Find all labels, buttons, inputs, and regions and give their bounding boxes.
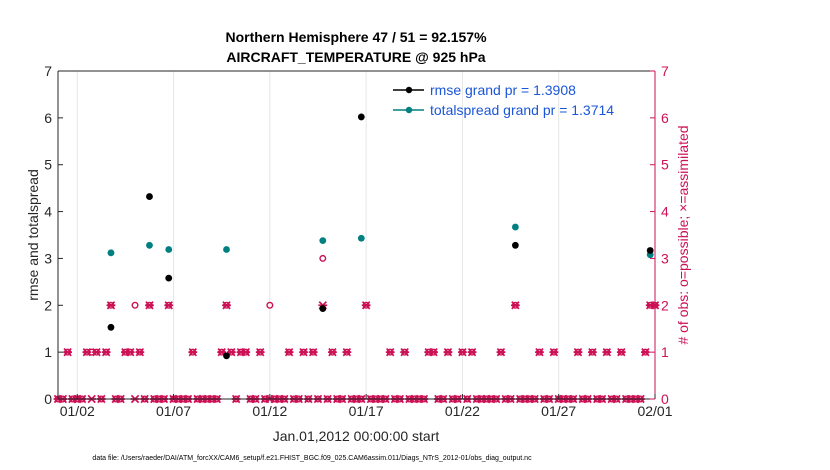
totalspread-point bbox=[223, 246, 230, 253]
totalspread-point bbox=[107, 249, 115, 257]
obs-assimilated-marker bbox=[101, 347, 111, 357]
y-tick-label-right: 4 bbox=[661, 204, 669, 220]
obs-assimilated-marker bbox=[385, 347, 395, 357]
obs-assimilated-marker bbox=[640, 347, 650, 357]
chart-title-line-1: Northern Hemisphere 47 / 51 = 92.157% bbox=[225, 29, 487, 45]
obs-assimilated-marker bbox=[135, 347, 145, 357]
x-tick-label: 01/27 bbox=[541, 403, 576, 419]
x-tick-label: 01/22 bbox=[445, 403, 480, 419]
y-tick-label-left: 3 bbox=[44, 250, 52, 266]
y-tick-label-right: 1 bbox=[661, 344, 669, 360]
obs-assimilated-marker bbox=[125, 347, 135, 357]
obs-assimilated-marker bbox=[342, 347, 352, 357]
obs-assimilated-marker bbox=[328, 347, 337, 357]
data-file-footer: data file: /Users/raeder/DAI/ATM_forcXX/… bbox=[92, 455, 532, 462]
axis-ticks: 01/02 01/07 01/12 01/17 01/22 01/27 02/010 01 12… bbox=[44, 63, 673, 419]
obs-assimilated-marker bbox=[222, 301, 231, 310]
legend-spread-marker bbox=[405, 106, 413, 114]
obs-assimilated-marker bbox=[400, 347, 410, 357]
obs-assimilated-marker bbox=[361, 301, 371, 310]
y-axis-label-left: rmse and totalspread bbox=[25, 169, 41, 301]
y-tick-label-left: 0 bbox=[44, 391, 52, 407]
obs-assimilated-marker bbox=[616, 347, 626, 357]
obs-possible-marker bbox=[319, 254, 327, 262]
rmse-point bbox=[319, 305, 327, 312]
obs-assimilated-marker bbox=[82, 347, 92, 357]
obs-assimilated-marker bbox=[573, 347, 583, 357]
totalspread-point bbox=[511, 223, 519, 231]
legend: rmse grand pr = 1.3908 totalspread grand… bbox=[393, 82, 614, 118]
obs-assimilated-marker bbox=[63, 347, 73, 357]
obs-assimilated-marker bbox=[588, 347, 597, 357]
rmse-point bbox=[107, 323, 115, 331]
y-tick-label-right: 0 bbox=[661, 391, 669, 407]
obs-assimilated-marker bbox=[145, 301, 154, 310]
obs-assimilated-marker bbox=[308, 347, 318, 357]
obs-assimilated-marker bbox=[602, 347, 612, 357]
obs-assimilated-marker bbox=[299, 347, 308, 357]
y-tick-label-left: 5 bbox=[44, 157, 52, 173]
totalspread-point bbox=[319, 237, 327, 245]
legend-rmse-marker bbox=[405, 86, 413, 94]
obs-possible-marker bbox=[266, 301, 274, 309]
obs-assimilated-marker bbox=[164, 301, 174, 310]
totalspread-point bbox=[357, 234, 365, 242]
y-tick-label-left: 7 bbox=[44, 63, 52, 79]
chart-title-line-2: AIRCRAFT_TEMPERATURE @ 925 hPa bbox=[226, 49, 485, 65]
obs-assimilated-marker bbox=[284, 347, 294, 357]
y-tick-label-left: 2 bbox=[44, 297, 52, 313]
x-tick-label: 02/01 bbox=[637, 403, 672, 419]
x-tick-label: 01/17 bbox=[349, 403, 384, 419]
obs-assimilated-marker bbox=[510, 301, 520, 310]
rmse-point bbox=[223, 352, 230, 360]
obs-assimilated-marker bbox=[496, 347, 506, 357]
rmse-point bbox=[646, 247, 654, 254]
obs-assimilated-marker bbox=[188, 347, 198, 357]
x-tick-label: 01/12 bbox=[252, 403, 287, 419]
obs-assimilated-marker bbox=[443, 347, 453, 357]
obs-assimilated-marker bbox=[241, 347, 251, 357]
y-tick-label-right: 2 bbox=[661, 297, 669, 313]
y-tick-label-right: 3 bbox=[661, 250, 669, 266]
x-tick-label: 01/02 bbox=[60, 403, 95, 419]
obs-assimilated-marker bbox=[467, 347, 477, 357]
rmse-point bbox=[165, 274, 173, 282]
totalspread-point bbox=[165, 246, 173, 253]
obs-possible-marker bbox=[131, 301, 139, 309]
y-tick-label-right: 7 bbox=[661, 63, 669, 79]
rmse-point bbox=[357, 113, 365, 121]
y-tick-label-left: 6 bbox=[44, 110, 52, 126]
obs-assimilated-marker bbox=[458, 347, 467, 357]
plot-area bbox=[58, 71, 655, 399]
legend-rmse-label: rmse grand pr = 1.3908 bbox=[430, 82, 576, 98]
obs-assimilated-marker bbox=[535, 347, 544, 357]
y-tick-label-left: 4 bbox=[44, 204, 52, 220]
obs-assimilated-marker bbox=[92, 347, 101, 357]
y-tick-label-right: 6 bbox=[661, 110, 669, 126]
rmse-point bbox=[511, 241, 519, 249]
obs-assimilated-marker bbox=[106, 301, 116, 310]
totalspread-point bbox=[146, 241, 153, 249]
y-axis-label-right: # of obs: o=possible; ×=assimilated bbox=[675, 125, 691, 344]
obs-assimilated-marker bbox=[549, 347, 559, 357]
rmse-point bbox=[146, 193, 153, 200]
y-tick-label-right: 5 bbox=[661, 157, 669, 173]
obs-assimilated-marker bbox=[255, 347, 265, 357]
x-tick-label: 01/07 bbox=[156, 403, 191, 419]
obs-assimilated-marker bbox=[429, 347, 438, 357]
legend-spread-label: totalspread grand pr = 1.3714 bbox=[430, 102, 614, 118]
x-axis-label: Jan.01,2012 00:00:00 start bbox=[273, 428, 440, 444]
y-tick-label-left: 1 bbox=[44, 344, 52, 360]
